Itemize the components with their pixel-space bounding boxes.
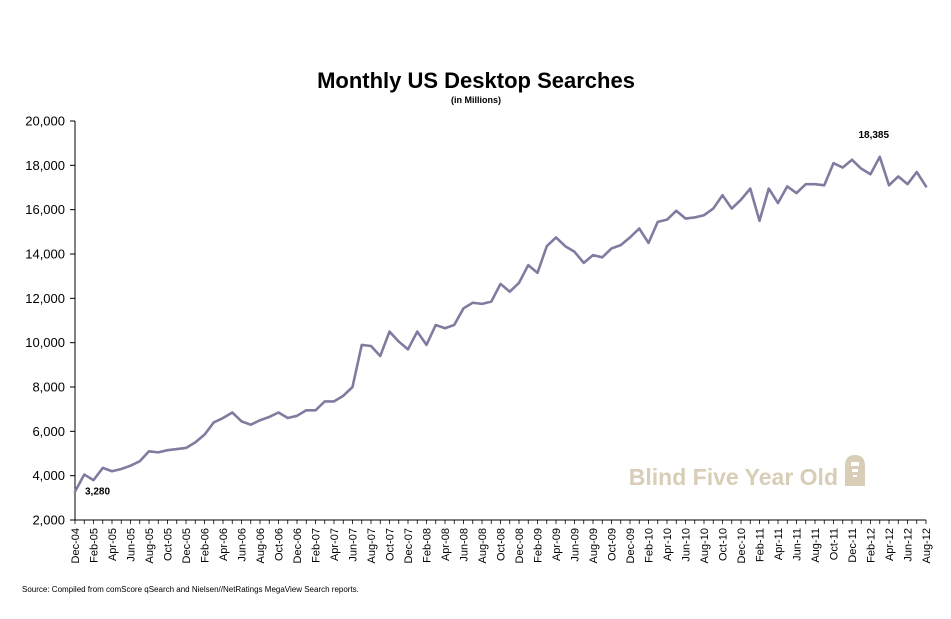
x-tick-label: Aug-07 (366, 528, 378, 563)
x-tick-label: Jun-10 (681, 528, 693, 562)
x-tick-label: Feb-12 (866, 528, 878, 563)
x-tick-label: Aug-12 (921, 528, 933, 563)
watermark-text: Blind Five Year Old (629, 464, 838, 490)
data-label: 18,385 (858, 130, 889, 141)
x-tick-label: Jun-06 (237, 528, 249, 562)
x-tick-label: Oct-06 (274, 528, 286, 561)
series-layer (73, 155, 928, 493)
x-tick-label: Aug-11 (810, 528, 822, 563)
x-tick-label: Aug-06 (255, 528, 267, 563)
eye-chart-icon (845, 455, 865, 486)
x-tick-label: Feb-08 (422, 528, 434, 563)
x-tick-label: Oct-07 (385, 528, 397, 561)
x-tick-label: Jun-09 (570, 528, 582, 562)
y-tick-label: 20,000 (25, 114, 65, 129)
x-tick-label: Dec-06 (292, 528, 304, 563)
x-tick-label: Oct-08 (496, 528, 508, 561)
x-tick-label: Dec-11 (847, 528, 859, 563)
y-tick-label: 12,000 (25, 291, 65, 306)
y-tick-label: 10,000 (25, 335, 65, 350)
y-tick-label: 8,000 (32, 380, 65, 395)
x-tick-label: Apr-11 (773, 528, 785, 560)
x-tick-label: Apr-08 (440, 528, 452, 561)
x-tick-label: Dec-04 (70, 528, 82, 563)
x-tick-label: Aug-09 (588, 528, 600, 563)
y-tick-label: 16,000 (25, 202, 65, 217)
x-tick-label: Jun-05 (126, 528, 138, 562)
x-tick-label: Oct-10 (718, 528, 730, 561)
x-tick-label: Oct-09 (607, 528, 619, 561)
x-tick-label: Feb-05 (89, 528, 101, 563)
x-tick-label: Feb-09 (533, 528, 545, 563)
data-labels: 3,280 18,385 (85, 130, 889, 498)
x-tick-label: Apr-09 (551, 528, 563, 561)
y-tick-label: 18,000 (25, 158, 65, 173)
x-tick-label: Dec-05 (181, 528, 193, 563)
y-tick-labels: 2,000 4,000 6,000 8,000 10,000 12,000 14,000 16… (25, 114, 65, 528)
y-tick-label: 6,000 (32, 424, 65, 439)
y-tick-label: 14,000 (25, 247, 65, 262)
chart-subtitle: (in Millions) (451, 95, 501, 105)
axes (70, 120, 927, 524)
y-tick-label: 4,000 (32, 468, 65, 483)
x-tick-label: Dec-10 (736, 528, 748, 563)
x-tick-label: Jun-11 (792, 528, 804, 561)
x-tick-label: Oct-11 (829, 528, 841, 560)
x-tick-label: Aug-10 (699, 528, 711, 563)
x-tick-label: Feb-10 (644, 528, 656, 563)
x-tick-labels: Dec-04 Feb-05 Apr-05 Jun-05 Aug-05 Oct-05 Dec-… (70, 528, 933, 563)
data-label: 3,280 (85, 487, 110, 498)
x-tick-label: Feb-07 (311, 528, 323, 563)
x-tick-label: Oct-05 (163, 528, 175, 561)
x-tick-label: Jun-12 (903, 528, 915, 562)
x-tick-label: Aug-08 (477, 528, 489, 563)
x-tick-label: Apr-10 (662, 528, 674, 561)
x-tick-label: Feb-11 (755, 528, 767, 562)
x-tick-label: Apr-12 (884, 528, 896, 561)
series-line (73, 155, 928, 493)
watermark: Blind Five Year Old (629, 455, 865, 490)
x-tick-label: Aug-05 (144, 528, 156, 563)
source-note: Source: Compiled from comScore qSearch a… (22, 585, 359, 594)
x-tick-label: Dec-09 (625, 528, 637, 563)
x-tick-label: Jun-07 (348, 528, 360, 562)
x-tick-label: Apr-07 (329, 528, 341, 561)
y-tick-label: 2,000 (32, 513, 65, 528)
chart-title: Monthly US Desktop Searches (317, 68, 635, 93)
x-tick-label: Jun-08 (459, 528, 471, 562)
x-tick-label: Feb-06 (200, 528, 212, 563)
x-tick-label: Apr-06 (218, 528, 230, 561)
x-tick-label: Apr-05 (107, 528, 119, 561)
x-tick-label: Dec-08 (514, 528, 526, 563)
x-tick-label: Dec-07 (403, 528, 415, 563)
